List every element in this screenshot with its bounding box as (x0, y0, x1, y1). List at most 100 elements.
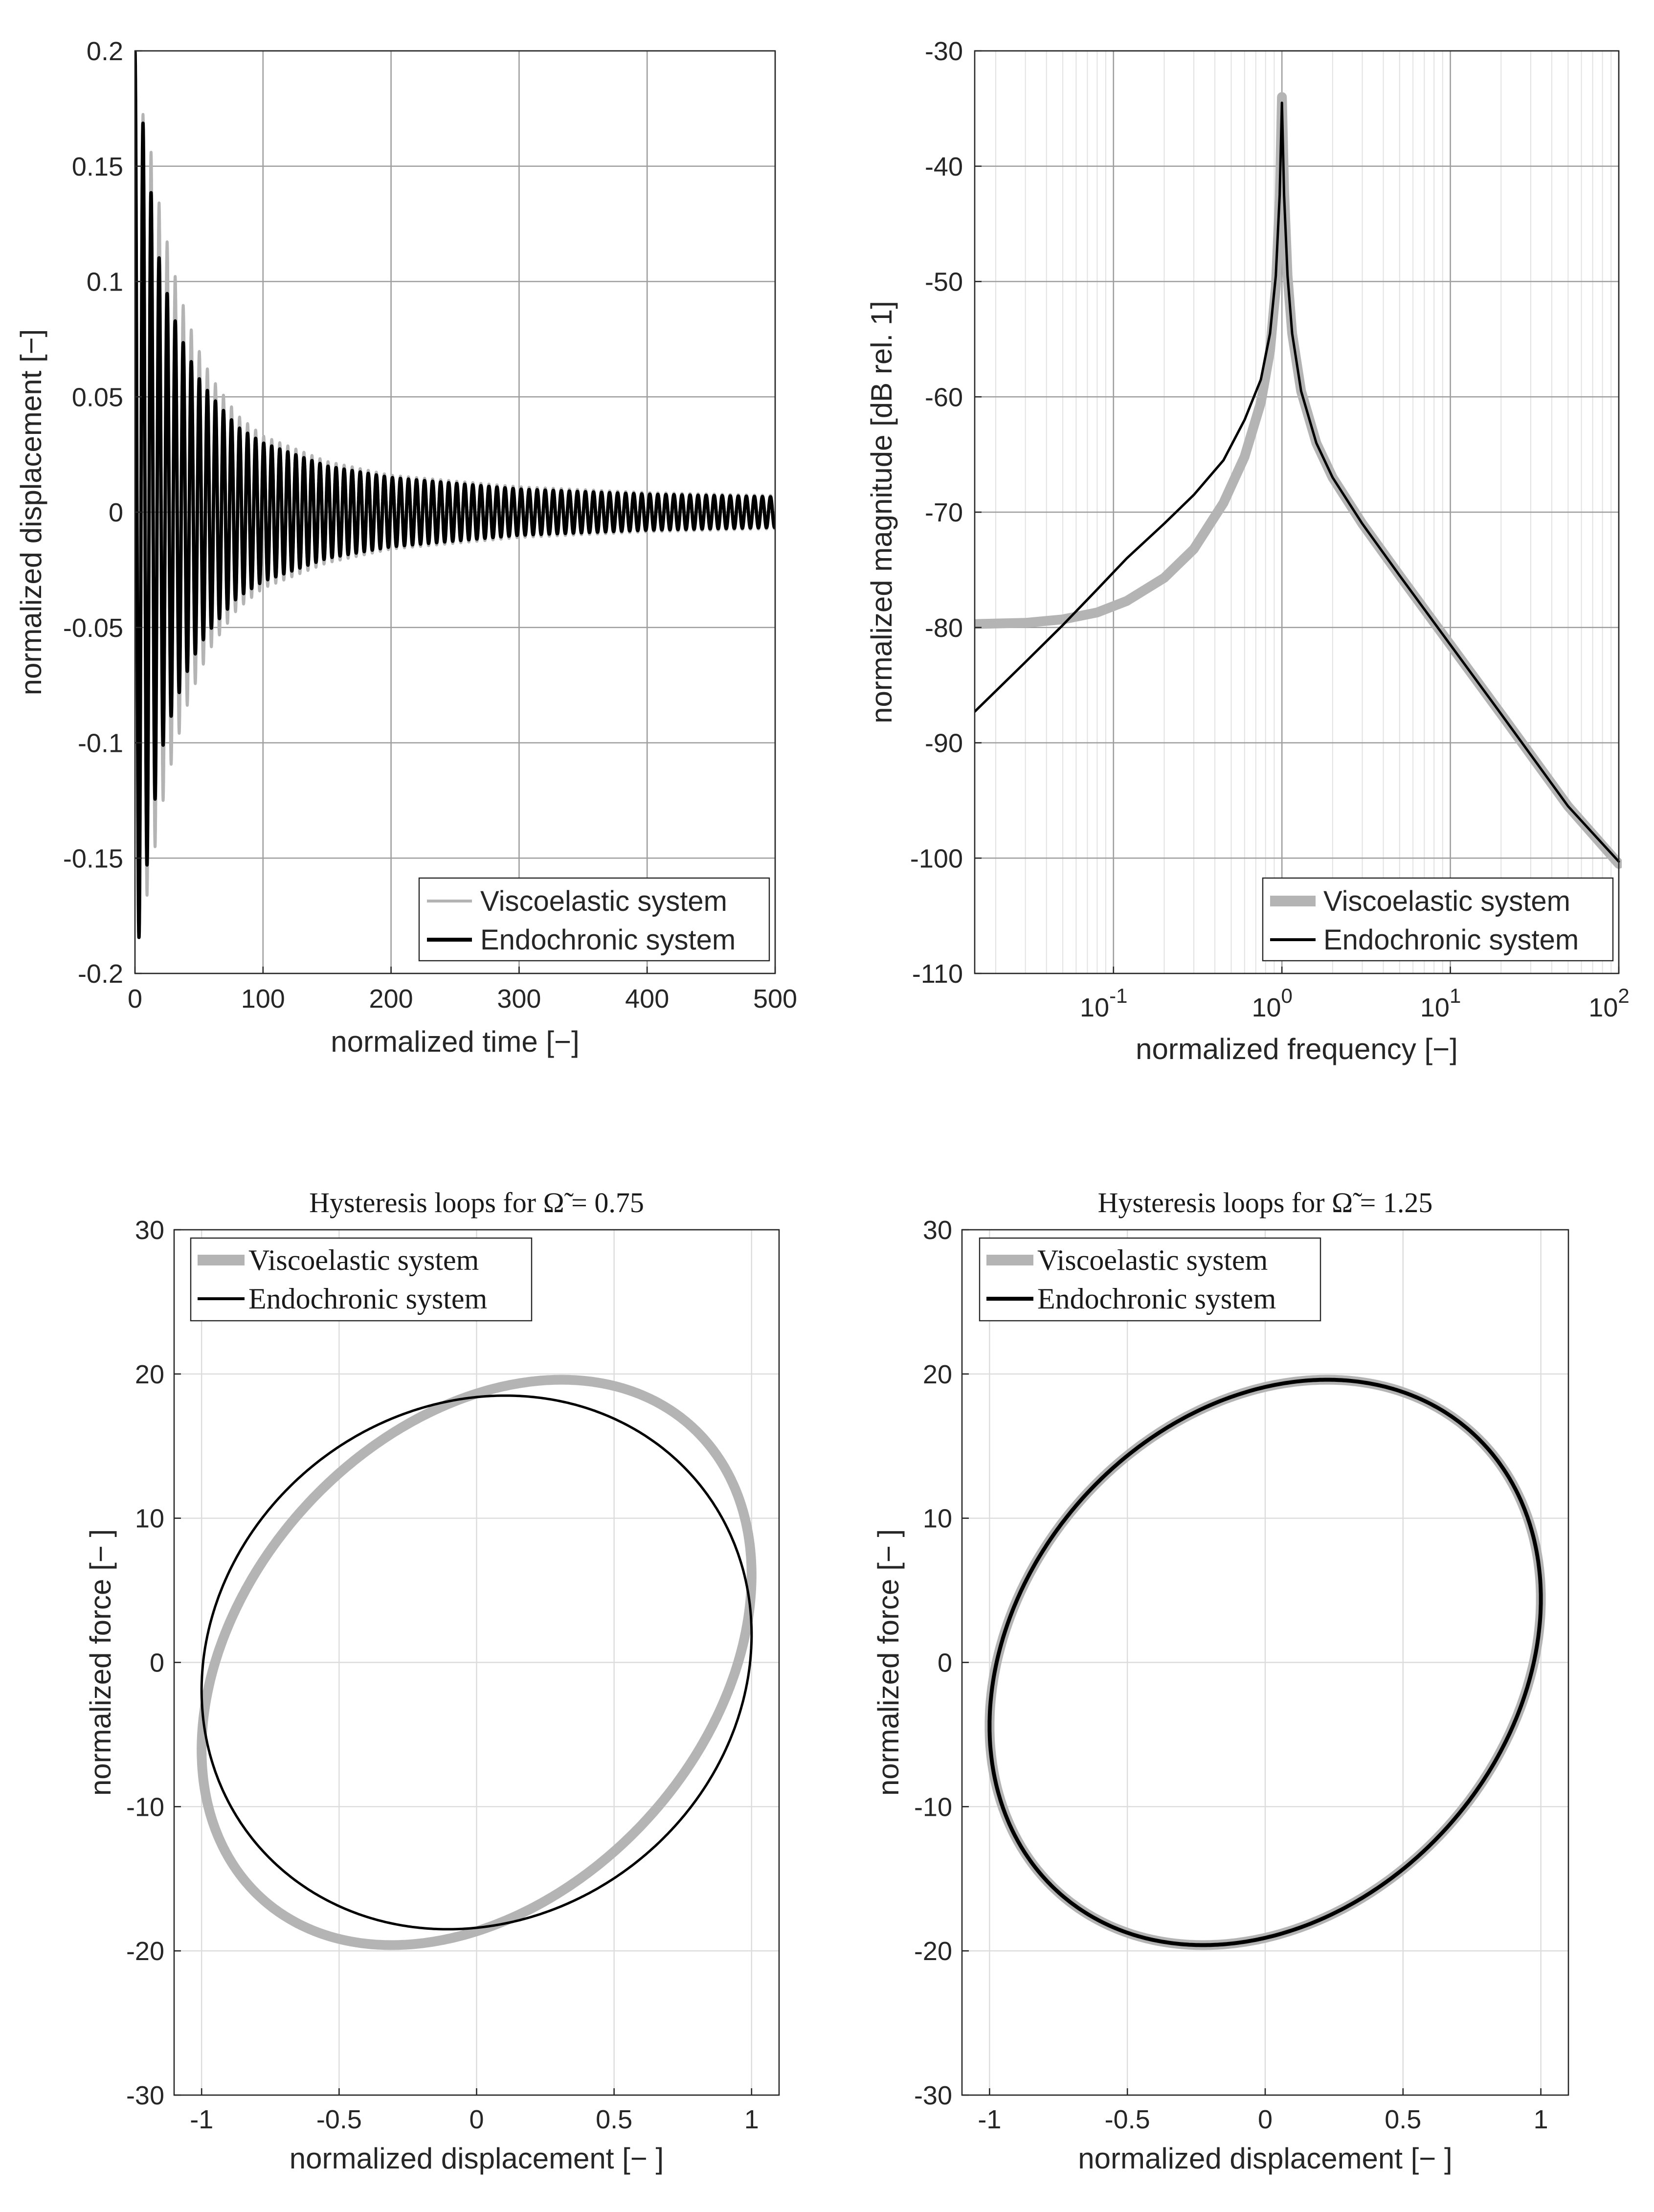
loop125-xtick-label: -0.5 (1105, 2105, 1150, 2134)
frf-xtick-exponent: -1 (1109, 984, 1127, 1007)
loop125-ytick-label: -10 (914, 1792, 952, 1822)
loop125-ytick-label: -30 (914, 2081, 952, 2110)
frf-legend-box (1262, 877, 1614, 962)
loop075-ytick-label: 20 (135, 1360, 164, 1389)
frf-ytick-label: -30 (925, 37, 963, 66)
decay-ytick-label: 0 (109, 498, 123, 527)
frf-xtick-base: 10 (1080, 993, 1109, 1022)
decay-legend-label: Viscoelastic system (480, 885, 727, 917)
decay-xtick-label: 100 (241, 984, 285, 1014)
decay-legend-label: Endochronic system (480, 924, 736, 956)
loop075-ylabel: normalized force [− ] (84, 1529, 117, 1796)
loop075-ytick-label: -10 (126, 1792, 164, 1822)
frf-ylabel: normalized magnitude [dB rel. 1] (865, 301, 898, 723)
decay-xtick-label: 400 (625, 984, 669, 1014)
frf-legend-label: Viscoelastic system (1323, 885, 1570, 917)
loop125-chart: -1 -0.5 0 0.5 1 -30 -20 -10 0 10 20 30 Hysteresis lo… (872, 1187, 1569, 2175)
loop075-xlabel: normalized displacement [− ] (290, 2142, 664, 2175)
loop075-xtick-label: 0 (469, 2105, 484, 2134)
decay-ytick-label: 0.05 (72, 383, 123, 412)
loop125-title: Hysteresis loops for Ω̃ = 1.25 (1098, 1187, 1433, 1219)
loop075-title: Hysteresis loops for Ω̃ = 0.75 (309, 1187, 644, 1219)
loop075-xtick-label: 0.5 (596, 2105, 632, 2134)
loop075-title-suffix: = 0.75 (564, 1187, 644, 1219)
loop075-chart: -1 -0.5 0 0.5 1 -30 -20 -10 0 10 20 30 Hysteresis lo… (84, 1187, 780, 2175)
frf-xtick-exponent: 2 (1618, 984, 1629, 1007)
frf-xtick-label: 102 (1588, 984, 1629, 1022)
decay-series-endochronic (135, 51, 775, 939)
decay-ytick-label: 0.2 (87, 37, 123, 66)
frf-ytick-label: -100 (910, 844, 963, 873)
loop125-ytick-label: 30 (923, 1216, 952, 1245)
loop075-ytick-label: 0 (150, 1648, 164, 1678)
loop125-ytick-label: 20 (923, 1360, 952, 1389)
loop125-xtick-label: 0.5 (1385, 2105, 1421, 2134)
decay-ytick-label: -0.05 (63, 613, 123, 643)
frf-series-viscoelastic (975, 92, 1622, 869)
loop075-ytick-label: 30 (135, 1216, 164, 1245)
loop075-xtick-label: -1 (190, 2105, 213, 2134)
decay-ytick-label: 0.1 (87, 268, 123, 297)
loop125-ylabel: normalized force [− ] (872, 1529, 905, 1796)
loop075-title-prefix: Hysteresis loops for (309, 1187, 543, 1219)
decay-legend[interactable]: Viscoelastic system Endochronic system (418, 877, 770, 962)
decay-xtick-label: 0 (128, 984, 142, 1014)
frf-xtick-base: 10 (1588, 993, 1618, 1022)
decay-ytick-label: -0.1 (78, 729, 123, 758)
frf-xlabel: normalized frequency [−] (1136, 1033, 1458, 1065)
loop075-legend-box (190, 1237, 533, 1322)
loop075-legend-label: Viscoelastic system (248, 1244, 479, 1276)
frf-series-endochronic (975, 101, 1620, 863)
loop125-legend[interactable]: Viscoelastic system Endochronic system (979, 1237, 1321, 1322)
decay-legend-box (418, 877, 770, 962)
decay-xtick-label: 300 (497, 984, 541, 1014)
loop075-series-endochronic (200, 1394, 753, 1931)
frf-ytick-label: -90 (925, 729, 963, 758)
loop125-xlabel: normalized displacement [− ] (1078, 2142, 1452, 2175)
loop075-legend-label: Endochronic system (248, 1283, 487, 1315)
decay-ytick-label: 0.15 (72, 152, 123, 181)
loop125-xtick-label: 1 (1534, 2105, 1548, 2134)
loop125-title-prefix: Hysteresis loops for (1098, 1187, 1332, 1219)
loop125-xtick-label: 0 (1258, 2105, 1273, 2134)
frf-xtick-base: 10 (1420, 993, 1450, 1022)
frf-xtick-exponent: 0 (1281, 984, 1293, 1007)
frf-xtick-label: 10-1 (1080, 984, 1127, 1022)
loop125-series-endochronic (987, 1377, 1543, 1947)
frf-xtick-label: 100 (1252, 984, 1292, 1022)
loop075-series-viscoelastic (197, 1375, 757, 1950)
decay-xlabel: normalized time [−] (331, 1025, 580, 1058)
loop125-ytick-label: 10 (923, 1504, 952, 1534)
frf-chart: 10-1 100 101 102-110-100-90-80-70-60-50-40-… (865, 37, 1630, 1065)
loop075-ytick-label: -30 (126, 2081, 164, 2110)
loop075-xtick-label: 1 (744, 2105, 759, 2134)
decay-ylabel: normalized displacement [−] (15, 329, 47, 696)
frf-ytick-label: -40 (925, 152, 963, 181)
loop125-xtick-label: -1 (978, 2105, 1001, 2134)
frf-ytick-label: -80 (925, 613, 963, 643)
decay-xtick-label: 500 (753, 984, 797, 1014)
frf-ytick-label: -110 (912, 959, 963, 989)
frf-xtick-exponent: 1 (1450, 984, 1461, 1007)
loop075-ytick-label: -20 (126, 1937, 164, 1966)
decay-chart: 0 100 200 300 400 500 -0.2 -0.15 -0.1 -0.05 0 0.05 0… (15, 37, 797, 1058)
frf-ytick-label: -70 (925, 498, 963, 527)
frf-legend-label: Endochronic system (1323, 924, 1579, 956)
loop125-legend-label: Endochronic system (1037, 1283, 1276, 1315)
decay-ytick-label: -0.2 (78, 959, 123, 989)
loop125-title-suffix: = 1.25 (1353, 1187, 1432, 1219)
frf-ytick-label: -50 (925, 268, 963, 297)
frf-legend[interactable]: Viscoelastic system Endochronic system (1262, 877, 1614, 962)
loop125-legend-label: Viscoelastic system (1037, 1244, 1268, 1276)
frf-xtick-base: 10 (1252, 993, 1281, 1022)
loop125-ytick-label: 0 (938, 1648, 952, 1678)
loop125-legend-box (979, 1237, 1321, 1322)
loop075-ytick-label: 10 (135, 1504, 164, 1534)
loop075-xtick-label: -0.5 (316, 2105, 362, 2134)
decay-xtick-label: 200 (369, 984, 413, 1014)
decay-ytick-label: -0.15 (63, 844, 123, 873)
frf-ytick-label: -60 (925, 383, 963, 412)
loop075-legend[interactable]: Viscoelastic system Endochronic system (190, 1237, 533, 1322)
loop125-ytick-label: -20 (914, 1937, 952, 1966)
